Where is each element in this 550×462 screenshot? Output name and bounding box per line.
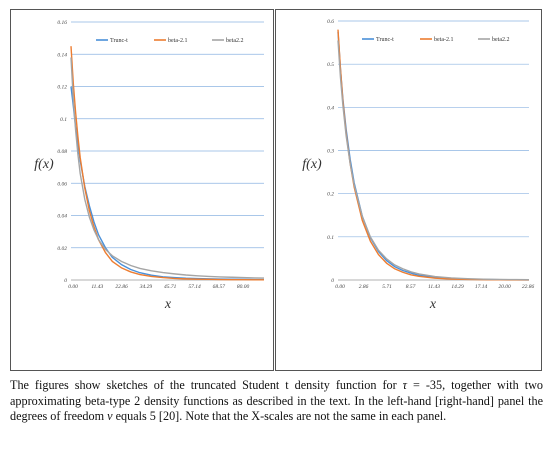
y-tick-label: 0.6 [327, 19, 334, 25]
x-tick-label: 17.14 [475, 283, 488, 290]
series-line-trunc-t [337, 31, 530, 281]
caption-part1: The figures show sketches of the truncat… [10, 378, 403, 392]
y-tick-label: 0.02 [57, 246, 67, 252]
x-tick-label: 45.71 [164, 283, 177, 290]
legend-label: beta2.2 [492, 37, 510, 43]
x-axis-label: x [164, 297, 172, 312]
legend-label: beta-2.1 [168, 38, 188, 44]
y-axis-label: f(x) [302, 157, 322, 172]
y-tick-label: 0.3 [327, 149, 334, 155]
y-tick-label: 0.06 [57, 181, 67, 187]
series-line-beta-2-1 [337, 29, 530, 281]
y-tick-label: 0.1 [60, 117, 67, 123]
y-tick-label: 0 [331, 278, 334, 284]
y-tick-label: 0.4 [327, 104, 334, 111]
y-tick-label: 0.14 [57, 51, 67, 58]
y-tick-label: 0.04 [57, 213, 67, 220]
legend-label: Trunc-t [110, 38, 128, 44]
y-axis-label: f(x) [34, 157, 54, 172]
y-tick-label: 0.1 [327, 235, 334, 241]
x-tick-label: 0.00 [68, 284, 78, 290]
caption-part3: equals 5 [20]. Note that the X-scales ar… [112, 409, 447, 423]
series-line-beta2-2 [337, 40, 530, 281]
right-chart-panel: 0 0.1 0.2 0.3 0.4 0.5 0.6 0.00 2.86 5.71 8.57 11.43… [275, 9, 542, 371]
y-tick-label: 0.08 [57, 149, 67, 155]
caption-part2: together with two approximating beta-typ… [10, 378, 543, 423]
series-line-beta2-2 [70, 57, 265, 279]
series-line-beta-2-1 [70, 46, 264, 281]
nu-symbol: ν [107, 409, 113, 423]
legend-label: beta2.2 [226, 38, 244, 44]
y-tick-label: 0.16 [57, 20, 67, 26]
x-tick-label: 22.86 [115, 284, 128, 290]
tau-symbol: τ [402, 378, 408, 392]
y-tick-label: 0.12 [57, 85, 67, 91]
y-tick-label: 0 [64, 278, 67, 284]
x-tick-label: 11.43 [91, 283, 103, 290]
x-tick-label: 34.29 [139, 283, 153, 290]
x-tick-label: 2.86 [359, 284, 369, 290]
x-tick-label: 8.57 [406, 284, 416, 290]
right-chart: 0 0.1 0.2 0.3 0.4 0.5 0.6 0.00 2.86 5.71 8.57 11.43… [302, 19, 535, 312]
y-tick-label: 0.5 [327, 62, 334, 68]
x-tick-label: 14.29 [451, 283, 464, 290]
left-chart: 0 0.02 0.04 0.06 0.08 0.1 0.12 0.14 0.16 0.00 11.4… [34, 20, 265, 312]
left-chart-panel: 0 0.02 0.04 0.06 0.08 0.1 0.12 0.14 0.16 0.00 11.4… [10, 9, 274, 371]
legend-label: Trunc-t [376, 37, 394, 43]
x-tick-label: 20.00 [498, 284, 511, 290]
y-tick-label: 0.2 [327, 192, 334, 198]
x-tick-label: 11.43 [428, 283, 440, 290]
x-tick-label: 80.00 [237, 284, 250, 290]
legend-label: beta-2.1 [434, 37, 454, 43]
caption-tau-value: = -35, [407, 378, 446, 392]
x-tick-label: 68.57 [213, 284, 226, 290]
x-tick-label: 5.71 [382, 284, 392, 290]
x-tick-label: 0.00 [335, 284, 345, 290]
x-tick-label: 22.86 [522, 284, 535, 290]
x-axis-label: x [429, 297, 437, 312]
figure-caption: The figures show sketches of the truncat… [10, 378, 543, 425]
x-tick-label: 57.14 [188, 283, 201, 290]
